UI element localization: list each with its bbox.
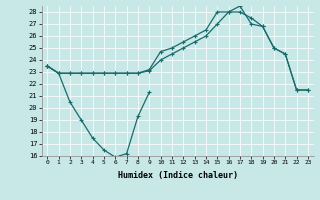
X-axis label: Humidex (Indice chaleur): Humidex (Indice chaleur) xyxy=(118,171,237,180)
